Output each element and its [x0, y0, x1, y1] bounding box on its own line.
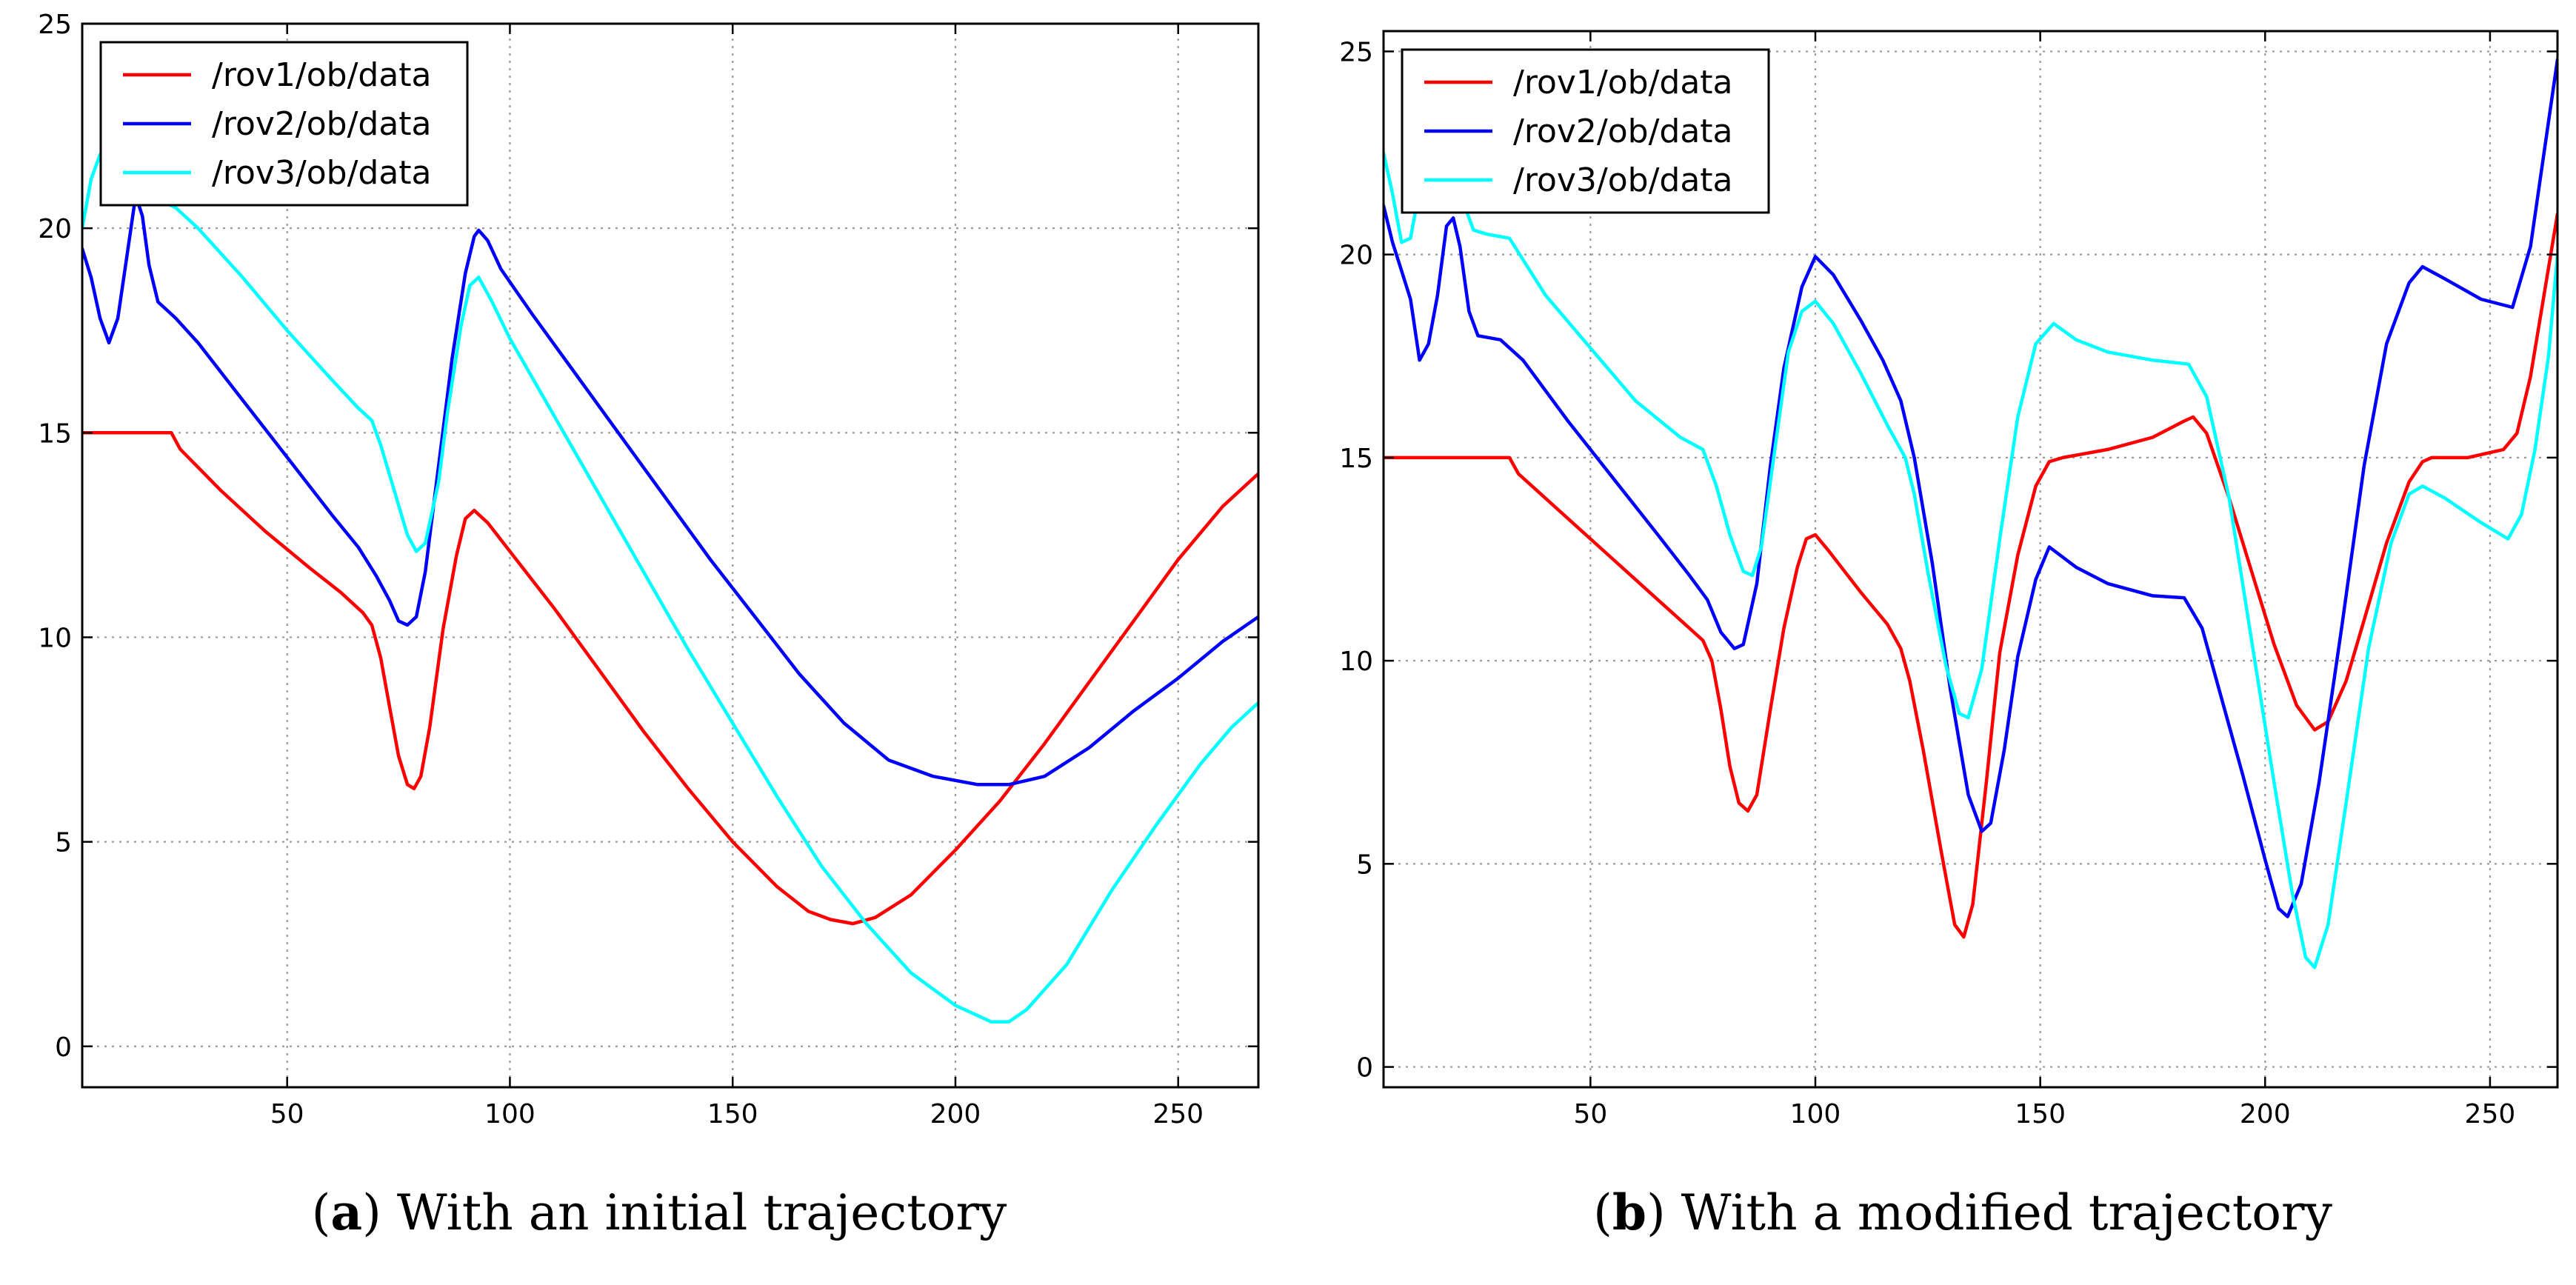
y-tick-label: 15: [1339, 444, 1373, 474]
caption-paren-close: ): [362, 1184, 397, 1241]
x-tick-label: 100: [484, 1099, 535, 1129]
legend-label-1: /rov1/ob/data: [1513, 64, 1733, 101]
legend-label-3: /rov3/ob/data: [1513, 161, 1733, 199]
legend: /rov1/ob/data/rov2/ob/data/rov3/ob/data: [1401, 48, 1770, 214]
x-tick-label: 50: [270, 1099, 304, 1129]
series-line-3: [1384, 151, 2557, 969]
y-tick-label: 15: [38, 418, 72, 449]
x-tick-label: 250: [2465, 1099, 2516, 1129]
caption-letter: b: [1612, 1184, 1646, 1241]
y-tick-label: 10: [1339, 647, 1373, 677]
series-line-1: [82, 431, 1258, 926]
series-line-1: [1384, 212, 2557, 939]
series-line-2: [82, 193, 1258, 787]
x-tick-label: 200: [2240, 1099, 2291, 1129]
panel-caption: (a) With an initial trajectory: [312, 1184, 1007, 1241]
x-tick-label: 150: [2015, 1099, 2066, 1129]
x-tick-label: 150: [707, 1099, 758, 1129]
legend-label-2: /rov2/ob/data: [212, 105, 432, 143]
panel-b: 50 100 150 200 250 0 5 10 15 20 25/rov1/ob/data/ro…: [1339, 30, 2559, 1241]
caption-body: With an initial trajectory: [397, 1184, 1007, 1241]
legend-label-3: /rov3/ob/data: [212, 154, 432, 192]
legend: /rov1/ob/data/rov2/ob/data/rov3/ob/data: [99, 41, 469, 207]
y-tick-label: 5: [1356, 850, 1373, 880]
series-lines: [1384, 58, 2557, 969]
y-tick-label: 5: [55, 828, 72, 858]
series-line-3: [82, 153, 1258, 1024]
legend-label-1: /rov1/ob/data: [212, 56, 432, 94]
axes-frame: [1382, 30, 2559, 1089]
caption-letter: a: [330, 1184, 362, 1241]
y-tick-label: 25: [1339, 37, 1373, 67]
y-tick-label: 20: [1339, 241, 1373, 271]
y-tick-label: 25: [38, 10, 72, 40]
y-tick-label: 0: [1356, 1053, 1373, 1084]
y-tick-label: 0: [55, 1032, 72, 1063]
panel-a: 50 100 150 200 250 0 5 10 15 20 25/rov1/ob/data/ro…: [38, 10, 1260, 1241]
series-line-2: [1384, 58, 2557, 918]
axes-frame: [81, 22, 1260, 1089]
caption-paren-close: ): [1646, 1184, 1681, 1241]
caption-body: With a modified trajectory: [1681, 1184, 2333, 1241]
legend-label-2: /rov2/ob/data: [1513, 113, 1733, 150]
x-tick-label: 200: [930, 1099, 981, 1129]
caption-paren-open: (: [312, 1184, 331, 1241]
series-lines: [82, 153, 1258, 1024]
x-tick-label: 250: [1152, 1099, 1204, 1129]
caption-paren-open: (: [1593, 1184, 1612, 1241]
x-tick-label: 50: [1573, 1099, 1607, 1129]
panel-caption: (b) With a modified trajectory: [1593, 1184, 2332, 1241]
y-tick-label: 10: [38, 623, 72, 653]
x-tick-label: 100: [1790, 1099, 1841, 1129]
y-tick-label: 20: [38, 214, 72, 244]
